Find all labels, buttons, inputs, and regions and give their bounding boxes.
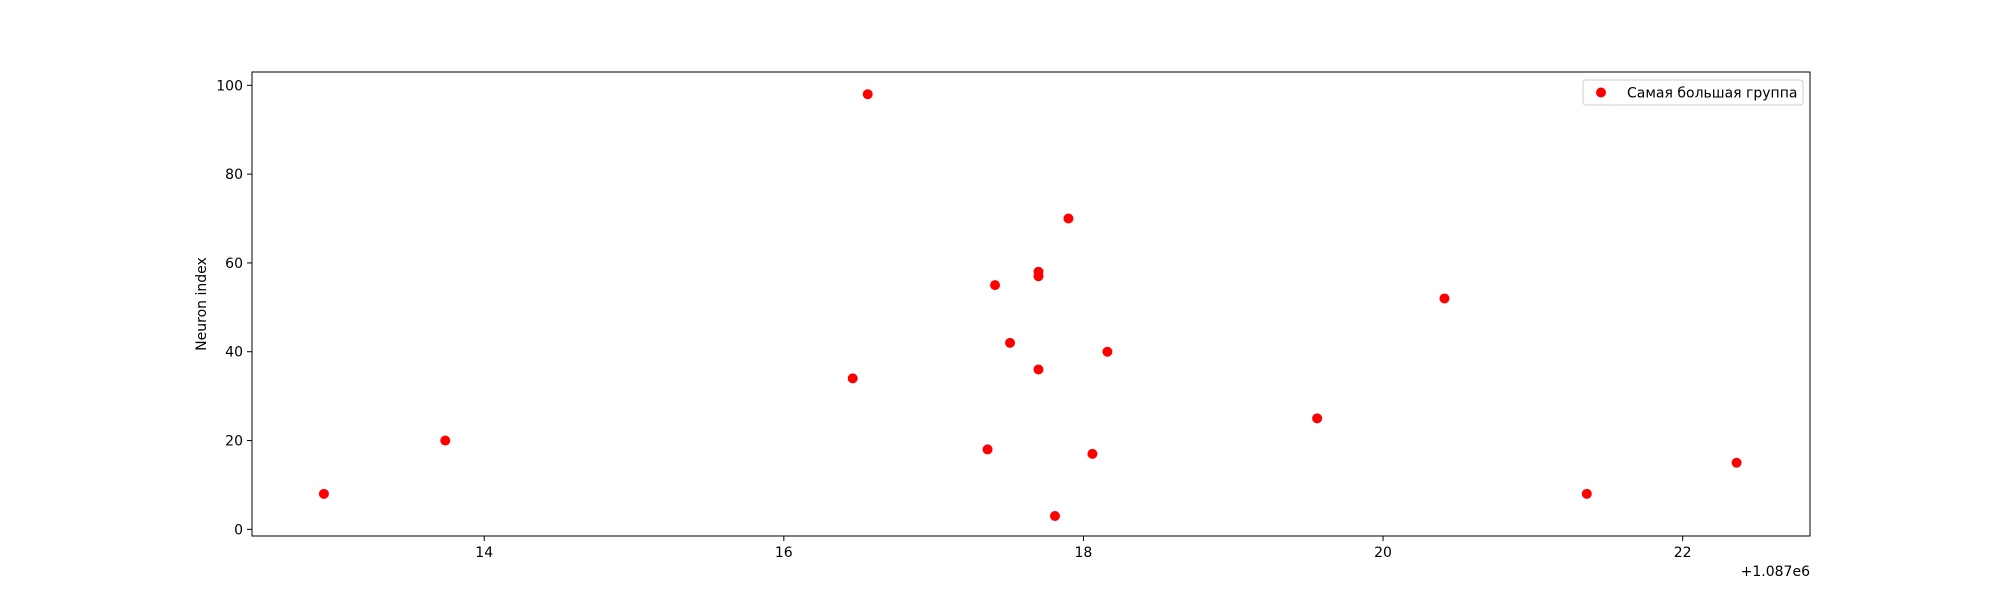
legend: Самая большая группа — [1582, 79, 1804, 106]
x-axis-offset-label: +1.087e6 — [1741, 564, 1810, 580]
axis-ticks: 14 16 18 20 22 0 20 40 60 80 100 — [216, 78, 1691, 561]
y-tick-label: 80 — [225, 167, 243, 183]
y-tick-label: 40 — [225, 345, 243, 361]
x-tick-label: 20 — [1374, 545, 1392, 561]
data-points — [318, 89, 1742, 522]
data-point — [1581, 488, 1592, 499]
data-point — [318, 488, 329, 499]
data-point — [440, 435, 451, 446]
data-point — [1087, 448, 1098, 459]
data-point — [1731, 457, 1742, 468]
y-tick-label: 100 — [216, 78, 243, 94]
x-tick-label: 18 — [1075, 545, 1093, 561]
data-point — [990, 280, 1001, 291]
data-point — [847, 373, 858, 384]
y-tick-label: 20 — [225, 434, 243, 450]
plot-area-frame — [251, 71, 1811, 537]
x-tick-label: 14 — [475, 545, 493, 561]
y-tick-label: 0 — [234, 522, 243, 538]
y-axis-label: Neuron index — [194, 257, 210, 351]
data-point — [862, 89, 873, 100]
data-point — [1439, 293, 1450, 304]
data-point — [1033, 364, 1044, 375]
legend-box — [1582, 79, 1804, 106]
data-point — [982, 444, 993, 455]
data-point — [1063, 213, 1074, 224]
legend-marker — [1596, 87, 1606, 98]
x-tick-label: 16 — [775, 545, 793, 561]
legend-entry-label: Самая большая группа — [1627, 86, 1797, 102]
x-tick-label: 22 — [1674, 545, 1692, 561]
data-point — [1033, 271, 1044, 282]
data-point — [1312, 413, 1323, 424]
data-point — [1102, 346, 1113, 357]
data-point — [1049, 511, 1060, 522]
y-tick-label: 60 — [225, 256, 243, 272]
data-point — [1005, 337, 1016, 348]
